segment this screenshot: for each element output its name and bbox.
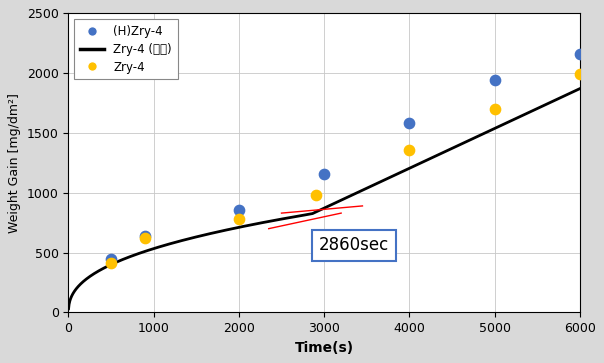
Text: 2860sec: 2860sec (319, 236, 389, 254)
Point (140, 235, 150, 241)
Point (405, 121, 414, 126)
Point (234, 216, 244, 222)
Legend: (H)Zry-4, Zry-4 (연속), Zry-4: (H)Zry-4, Zry-4 (연속), Zry-4 (74, 19, 178, 79)
Point (310, 192, 320, 198)
Point (575, 51, 585, 57)
Point (106, 256, 116, 261)
Point (575, 72, 585, 77)
Point (405, 147, 414, 152)
Point (490, 106, 500, 112)
Point (320, 171, 329, 176)
Point (234, 207, 244, 212)
X-axis label: Time(s): Time(s) (295, 340, 354, 355)
Point (490, 77, 500, 83)
Point (140, 233, 150, 239)
Y-axis label: Weight Gain [mg/dm²]: Weight Gain [mg/dm²] (8, 93, 21, 233)
Point (106, 260, 116, 266)
